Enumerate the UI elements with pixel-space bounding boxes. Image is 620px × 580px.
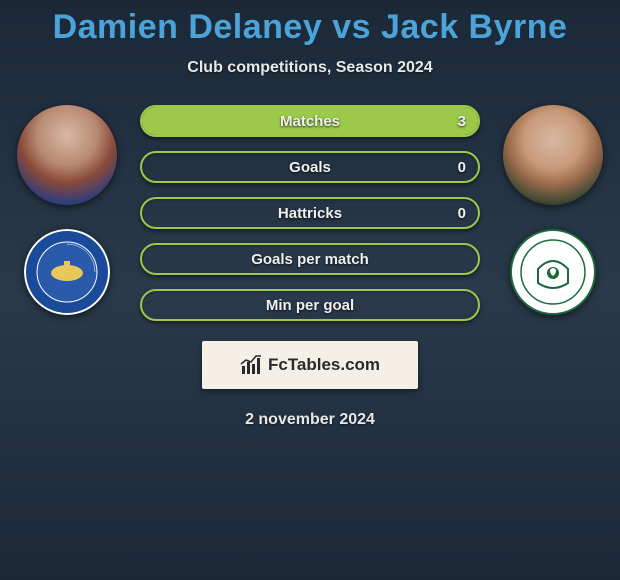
date-text: 2 november 2024	[0, 411, 620, 429]
player2-avatar	[503, 105, 603, 205]
stat-row: Goals per match	[140, 243, 480, 275]
subtitle: Club competitions, Season 2024	[0, 59, 620, 77]
stat-label: Goals	[289, 159, 331, 176]
player2-club-badge	[510, 229, 596, 315]
player1-avatar	[17, 105, 117, 205]
vs-text: vs	[332, 8, 371, 46]
stat-row: Matches 3	[140, 105, 480, 137]
player2-name: Jack Byrne	[381, 8, 567, 46]
brand-chart-icon	[240, 354, 262, 376]
stats-column: Matches 3 Goals 0 Hattricks 0 Goals per match M…	[140, 105, 480, 321]
stat-label: Hattricks	[278, 205, 342, 222]
stat-label: Goals per match	[251, 251, 369, 268]
stat-value-right: 0	[458, 205, 466, 222]
brand-watermark: FcTables.com	[202, 341, 418, 389]
stat-row: Hattricks 0	[140, 197, 480, 229]
brand-text: FcTables.com	[268, 355, 380, 375]
player1-name: Damien Delaney	[53, 8, 323, 46]
left-side	[12, 105, 122, 315]
right-side	[498, 105, 608, 315]
comparison-title: Damien Delaney vs Jack Byrne	[0, 0, 620, 47]
stat-row: Min per goal	[140, 289, 480, 321]
stat-value-right: 0	[458, 159, 466, 176]
stat-label: Min per goal	[266, 297, 354, 314]
stat-row: Goals 0	[140, 151, 480, 183]
stat-label: Matches	[280, 113, 340, 130]
main-comparison: Matches 3 Goals 0 Hattricks 0 Goals per match M…	[0, 105, 620, 321]
stat-value-right: 3	[458, 113, 466, 130]
player1-club-badge	[24, 229, 110, 315]
